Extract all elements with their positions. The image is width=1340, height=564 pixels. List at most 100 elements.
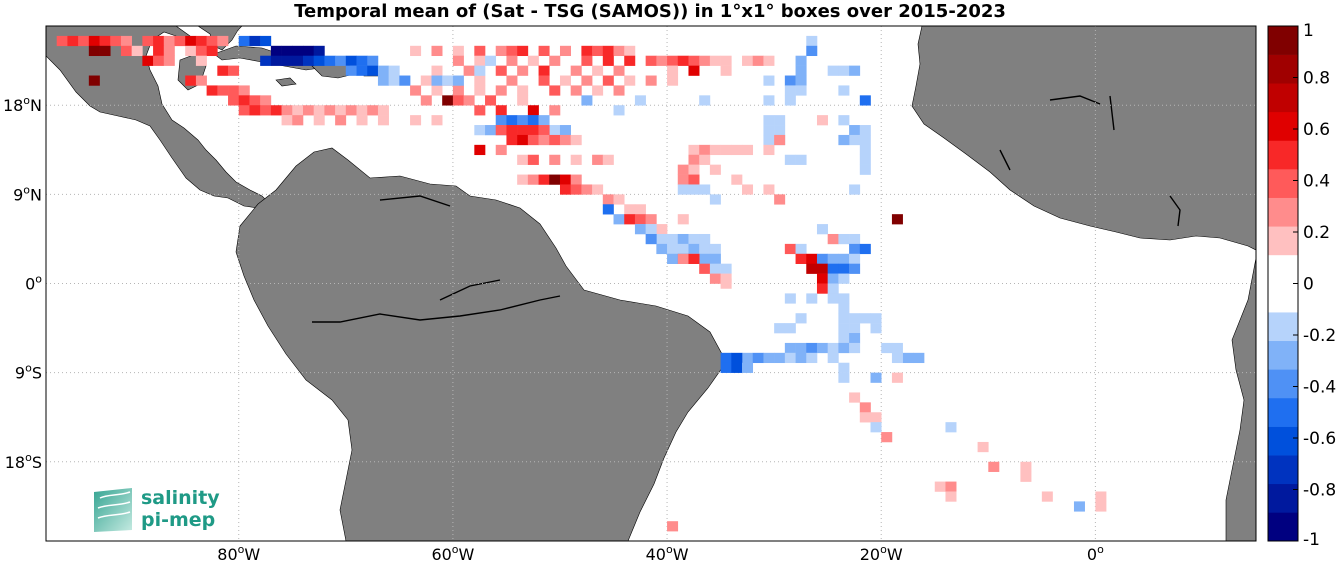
data-cell (527, 174, 539, 185)
data-cell (699, 184, 711, 195)
data-cell (645, 233, 657, 245)
data-cell (302, 55, 314, 66)
data-cell (506, 134, 518, 146)
data-cell (517, 95, 529, 106)
data-cell (688, 253, 700, 264)
data-cell (827, 253, 839, 264)
data-cell (527, 55, 539, 66)
data-cell (859, 164, 871, 175)
data-cell (474, 45, 486, 57)
data-cell (1073, 501, 1085, 512)
data-cell (442, 95, 454, 106)
data-cell (720, 263, 732, 274)
data-cell (677, 174, 689, 185)
data-cell (559, 184, 571, 195)
data-cell (709, 164, 721, 175)
data-cell (624, 204, 636, 215)
data-cell (945, 422, 957, 433)
data-cell (838, 85, 850, 96)
data-cell (249, 35, 261, 47)
data-cell (549, 174, 561, 185)
data-cell (784, 342, 796, 354)
data-cell (763, 115, 775, 126)
data-cell (656, 243, 668, 255)
data-cell (806, 342, 818, 354)
data-cell (891, 342, 903, 354)
data-cell (517, 154, 529, 165)
data-cell (795, 65, 807, 76)
data-cell (688, 154, 700, 165)
data-cell (870, 313, 882, 324)
data-cell (142, 55, 154, 66)
data-cell (592, 45, 604, 57)
x-tick-label: 80oW (217, 543, 260, 564)
data-cell (367, 65, 379, 76)
data-cell (613, 85, 625, 96)
data-cell (581, 55, 593, 66)
data-cell (934, 481, 946, 492)
colorbar-tick-label: 0.4 (1303, 172, 1330, 192)
data-cell (431, 65, 443, 76)
data-cell (410, 115, 422, 126)
data-cell (335, 105, 347, 116)
data-cell (624, 75, 636, 86)
data-cell (613, 65, 625, 76)
data-cell (859, 95, 871, 106)
logo-wave-icon-2 (97, 491, 131, 519)
data-cell (859, 313, 871, 324)
data-cell (377, 105, 389, 116)
data-cell (292, 105, 304, 116)
data-cell (677, 233, 689, 245)
data-cell (667, 233, 679, 245)
data-cell (988, 461, 1000, 472)
data-cell (367, 105, 379, 116)
data-cell (784, 293, 796, 304)
data-cell (677, 243, 689, 255)
data-cell (795, 352, 807, 364)
data-cell (517, 134, 529, 146)
data-cell (774, 125, 786, 136)
data-cell (538, 45, 550, 57)
data-cell (581, 45, 593, 57)
data-cell (945, 481, 957, 492)
data-cell (185, 35, 197, 47)
data-cell (99, 35, 111, 47)
colorbar-segment (1268, 512, 1298, 542)
data-cell (442, 75, 454, 86)
data-cell (302, 105, 314, 116)
data-cell (731, 352, 743, 364)
data-cell (613, 214, 625, 225)
data-cell (774, 194, 786, 205)
data-cell (356, 65, 368, 76)
data-cell (784, 95, 796, 106)
data-cell (849, 184, 861, 195)
data-cell (795, 342, 807, 354)
data-cell (281, 105, 293, 116)
data-cell (624, 214, 636, 225)
data-cell (260, 35, 272, 47)
data-cell (816, 115, 828, 126)
data-cell (195, 35, 207, 47)
data-cell (849, 263, 861, 274)
data-cell (816, 342, 828, 354)
data-cell (452, 95, 464, 106)
x-tick-label: 0o (1087, 543, 1104, 564)
data-cell (859, 125, 871, 136)
data-cell (849, 243, 861, 255)
data-cell (859, 144, 871, 156)
colorbar-segment (1268, 26, 1298, 55)
data-cell (260, 105, 272, 116)
data-cell (688, 164, 700, 175)
data-cell (1020, 461, 1032, 472)
data-cell (88, 35, 100, 47)
data-cell (859, 154, 871, 165)
data-cell (88, 45, 100, 57)
data-cell (517, 174, 529, 185)
data-cell (549, 85, 561, 96)
colorbar-segment (1268, 340, 1298, 370)
data-cell (720, 352, 732, 364)
data-cell (485, 125, 497, 136)
x-tick-label: 60oW (431, 543, 474, 564)
data-cell (570, 174, 582, 185)
data-cell (474, 144, 486, 156)
